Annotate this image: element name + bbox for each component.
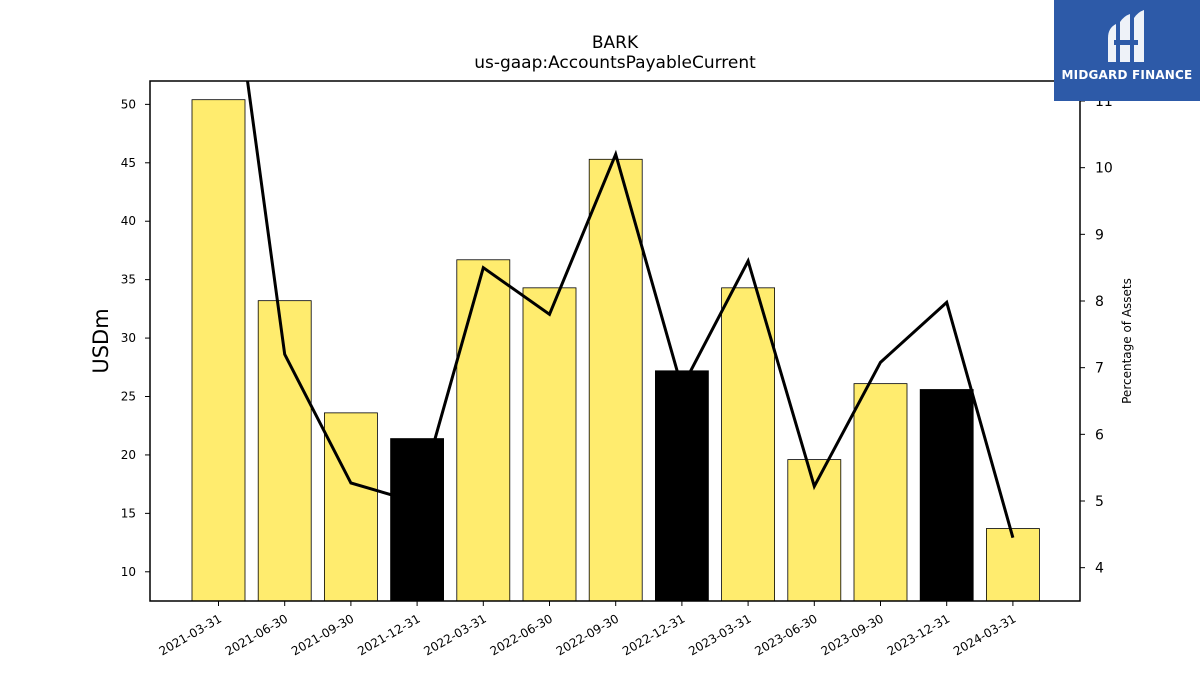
bar-2024-03-31: [986, 528, 1040, 602]
x-tick-label: 2022-12-31: [620, 611, 687, 658]
y-tick-label-right: 10: [1095, 161, 1113, 177]
y-tick-label-left: 20: [121, 448, 136, 462]
y-tick-label-right: 7: [1095, 361, 1104, 377]
x-tick-label: 2022-06-30: [488, 611, 555, 658]
x-tick-label: 2023-12-31: [885, 611, 952, 658]
y-tick-label-right: 9: [1095, 227, 1104, 243]
bar-2023-06-30: [787, 459, 842, 602]
y-tick-label-left: 10: [121, 565, 136, 579]
y-tick-label-left: 25: [121, 390, 136, 404]
y-tick-label-right: 8: [1095, 294, 1104, 310]
bar-2022-12-31: [655, 370, 709, 602]
chart-subtitle: us-gaap:AccountsPayableCurrent: [474, 53, 756, 73]
y-tick-label-right: 4: [1095, 561, 1104, 577]
x-tick-label: 2021-09-30: [289, 611, 356, 658]
x-tick-label: 2022-03-31: [421, 611, 488, 658]
x-tick-label: 2023-09-30: [819, 611, 886, 658]
bar-2023-03-31: [721, 287, 775, 602]
logo-mark-icon: [1108, 10, 1144, 62]
y-axis-label-right: Percentage of Assets: [1120, 278, 1134, 404]
line-series-percentage-of-assets: [246, 81, 1015, 539]
x-tick-label: 2023-03-31: [686, 611, 753, 658]
bar-2022-03-31: [456, 259, 511, 602]
y-tick-label-left: 40: [121, 214, 136, 228]
bar-2023-12-31: [919, 389, 974, 602]
y-tick-label-left: 35: [121, 273, 136, 287]
bar-2021-03-31: [191, 99, 246, 602]
bar-2022-09-30: [588, 158, 643, 602]
y-tick-label-left: 45: [121, 156, 136, 170]
x-tick-label: 2021-06-30: [223, 611, 290, 658]
bar-2023-09-30: [853, 383, 908, 602]
x-tick-label: 2022-09-30: [554, 611, 621, 658]
bar-2022-06-30: [522, 287, 577, 602]
bars-group: [191, 99, 1040, 602]
x-tick-label: 2024-03-31: [951, 611, 1018, 658]
bar-2021-09-30: [323, 412, 378, 602]
y-axis-label-left: USDm: [89, 308, 113, 373]
x-tick-label: 2021-12-31: [355, 611, 422, 658]
logo-text: MIDGARD FINANCE: [1061, 68, 1193, 82]
x-tick-label: 2023-06-30: [752, 611, 819, 658]
line-group: [246, 81, 1015, 539]
brand-logo: MIDGARD FINANCE: [1054, 0, 1200, 101]
plot-frame: [149, 80, 1081, 602]
x-tick-label: 2021-03-31: [157, 611, 224, 658]
y-tick-label-left: 50: [121, 97, 136, 111]
chart-title: BARK: [592, 33, 639, 53]
y-tick-label-left: 15: [121, 506, 136, 520]
bar-2021-12-31: [390, 438, 445, 602]
y-tick-label-right: 6: [1095, 427, 1104, 443]
y-tick-label-left: 30: [121, 331, 136, 345]
y-tick-label-right: 5: [1095, 494, 1104, 510]
